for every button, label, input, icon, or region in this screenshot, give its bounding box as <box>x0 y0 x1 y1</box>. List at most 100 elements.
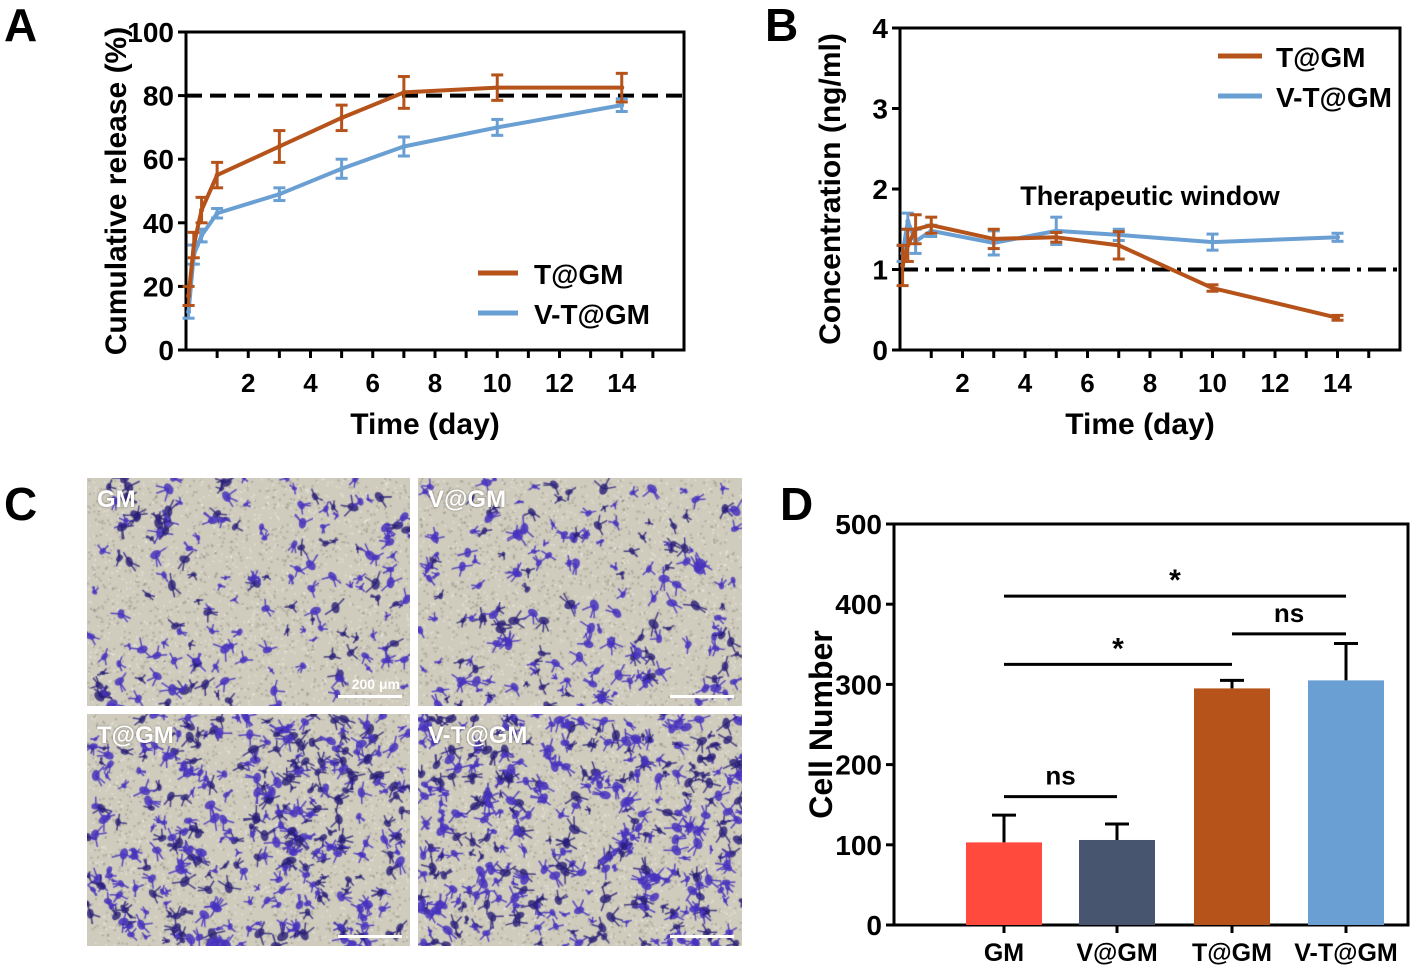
data-point <box>619 102 625 108</box>
panel-label-d: D <box>780 478 814 530</box>
y-tick-label: 80 <box>143 81 174 112</box>
y-tick-label: 0 <box>866 910 882 941</box>
data-point <box>199 233 205 239</box>
legend-label: V-T@GM <box>1276 82 1392 113</box>
data-point <box>905 242 911 248</box>
chart-a-release: 2 4 6 8 10 12 14 0 20 40 60 80 100 Time (day) Cumulati… <box>100 17 686 441</box>
data-point <box>1210 285 1215 291</box>
bar-T@GM <box>1194 688 1270 925</box>
chart-d-cell-number: 0 100 200 300 400 500 Cell Number GM V@GM T@GM V-T… <box>803 509 1410 967</box>
y-tick-label: 3 <box>872 94 888 125</box>
panel-label-b: B <box>765 0 799 51</box>
significance-label: ns <box>1274 598 1304 628</box>
data-point <box>900 262 906 268</box>
x-tick-label: 12 <box>1261 368 1290 398</box>
data-point <box>1053 234 1059 240</box>
x-tick-label: 6 <box>366 368 380 398</box>
y-tick-label: 0 <box>872 335 888 366</box>
data-point <box>401 143 407 149</box>
data-point <box>191 242 197 248</box>
micrograph-label: T@GM <box>97 722 174 749</box>
scale-bar <box>338 695 402 698</box>
y-tick-label: 1 <box>872 255 888 286</box>
x-tick-label: GM <box>984 939 1024 967</box>
x-tick-label: 4 <box>303 368 318 398</box>
data-point <box>494 124 500 130</box>
micrograph-label: V-T@GM <box>428 722 528 749</box>
micrograph-image <box>418 478 742 706</box>
y-tick-label: 400 <box>835 589 882 620</box>
data-point <box>494 85 500 91</box>
annotation-label: Therapeutic window <box>1020 181 1281 211</box>
data-point <box>339 166 345 172</box>
scale-bar <box>670 695 734 698</box>
micrograph-v-at-gm: V@GM <box>418 478 742 706</box>
data-point <box>1116 242 1122 248</box>
panel-label-a: A <box>4 0 38 51</box>
y-tick-label: 0 <box>158 335 174 366</box>
scale-bar-label: 200 μm <box>351 676 400 692</box>
x-tick-label: V-T@GM <box>1294 939 1398 967</box>
significance-label: ns <box>1045 761 1075 791</box>
scale-bar <box>670 935 734 938</box>
significance-label: * <box>1112 632 1124 665</box>
y-tick-label: 200 <box>835 750 882 781</box>
y-tick-label: 60 <box>143 144 174 175</box>
y-tick-label: 100 <box>835 830 882 861</box>
micrograph-label: GM <box>97 486 136 513</box>
x-tick-label: 2 <box>241 368 255 398</box>
micrograph-t-at-gm: T@GM <box>87 714 410 946</box>
y-tick-label: 500 <box>835 509 882 540</box>
x-tick-label: T@GM <box>1192 939 1272 967</box>
data-point <box>1210 239 1215 245</box>
x-tick-label: 2 <box>955 368 969 398</box>
data-point <box>401 89 407 95</box>
micrograph-image <box>418 714 742 946</box>
bar-GM <box>966 842 1042 925</box>
x-axis-label: Time (day) <box>350 408 500 441</box>
data-point <box>905 218 911 224</box>
data-point <box>214 172 220 178</box>
y-tick-label: 300 <box>835 669 882 700</box>
y-axis-label: Cell Number <box>803 630 839 818</box>
micrograph-image <box>87 714 410 946</box>
legend-label: T@GM <box>1276 42 1366 73</box>
micrograph-image <box>87 478 410 706</box>
y-axis-label: Concentration (ng/ml) <box>814 33 847 345</box>
data-point <box>186 309 192 315</box>
significance-label: * <box>1169 564 1181 597</box>
panel-label-c: C <box>4 478 38 530</box>
data-point <box>928 222 934 228</box>
y-tick-label: 100 <box>127 17 174 48</box>
y-tick-label: 20 <box>143 271 174 302</box>
data-point <box>913 226 919 232</box>
data-point <box>619 85 625 91</box>
data-point <box>276 143 282 149</box>
x-axis-label: Time (day) <box>1065 408 1215 441</box>
legend-label: V-T@GM <box>534 299 650 330</box>
x-tick-label: 14 <box>607 368 636 398</box>
x-tick-label: 10 <box>1198 368 1227 398</box>
x-tick-label: 6 <box>1080 368 1094 398</box>
data-point <box>339 115 345 121</box>
data-point <box>276 191 282 197</box>
data-point <box>199 207 205 213</box>
x-tick-label: 10 <box>483 368 512 398</box>
data-point <box>186 293 192 299</box>
x-tick-label: 14 <box>1323 368 1352 398</box>
bar-V-T@GM <box>1308 680 1384 925</box>
data-point <box>214 210 220 216</box>
x-tick-label: 8 <box>428 368 442 398</box>
x-tick-label: 4 <box>1018 368 1033 398</box>
x-tick-label: 12 <box>545 368 574 398</box>
y-tick-label: 2 <box>872 174 888 205</box>
micrograph-v-t-at-gm: V-T@GM <box>418 714 742 946</box>
micrograph-label: V@GM <box>428 486 507 513</box>
bar-V@GM <box>1079 839 1155 925</box>
data-point <box>1335 234 1340 240</box>
x-tick-label: 8 <box>1143 368 1157 398</box>
x-tick-label: V@GM <box>1076 939 1157 967</box>
data-point <box>991 236 997 242</box>
scale-bar <box>338 935 402 938</box>
